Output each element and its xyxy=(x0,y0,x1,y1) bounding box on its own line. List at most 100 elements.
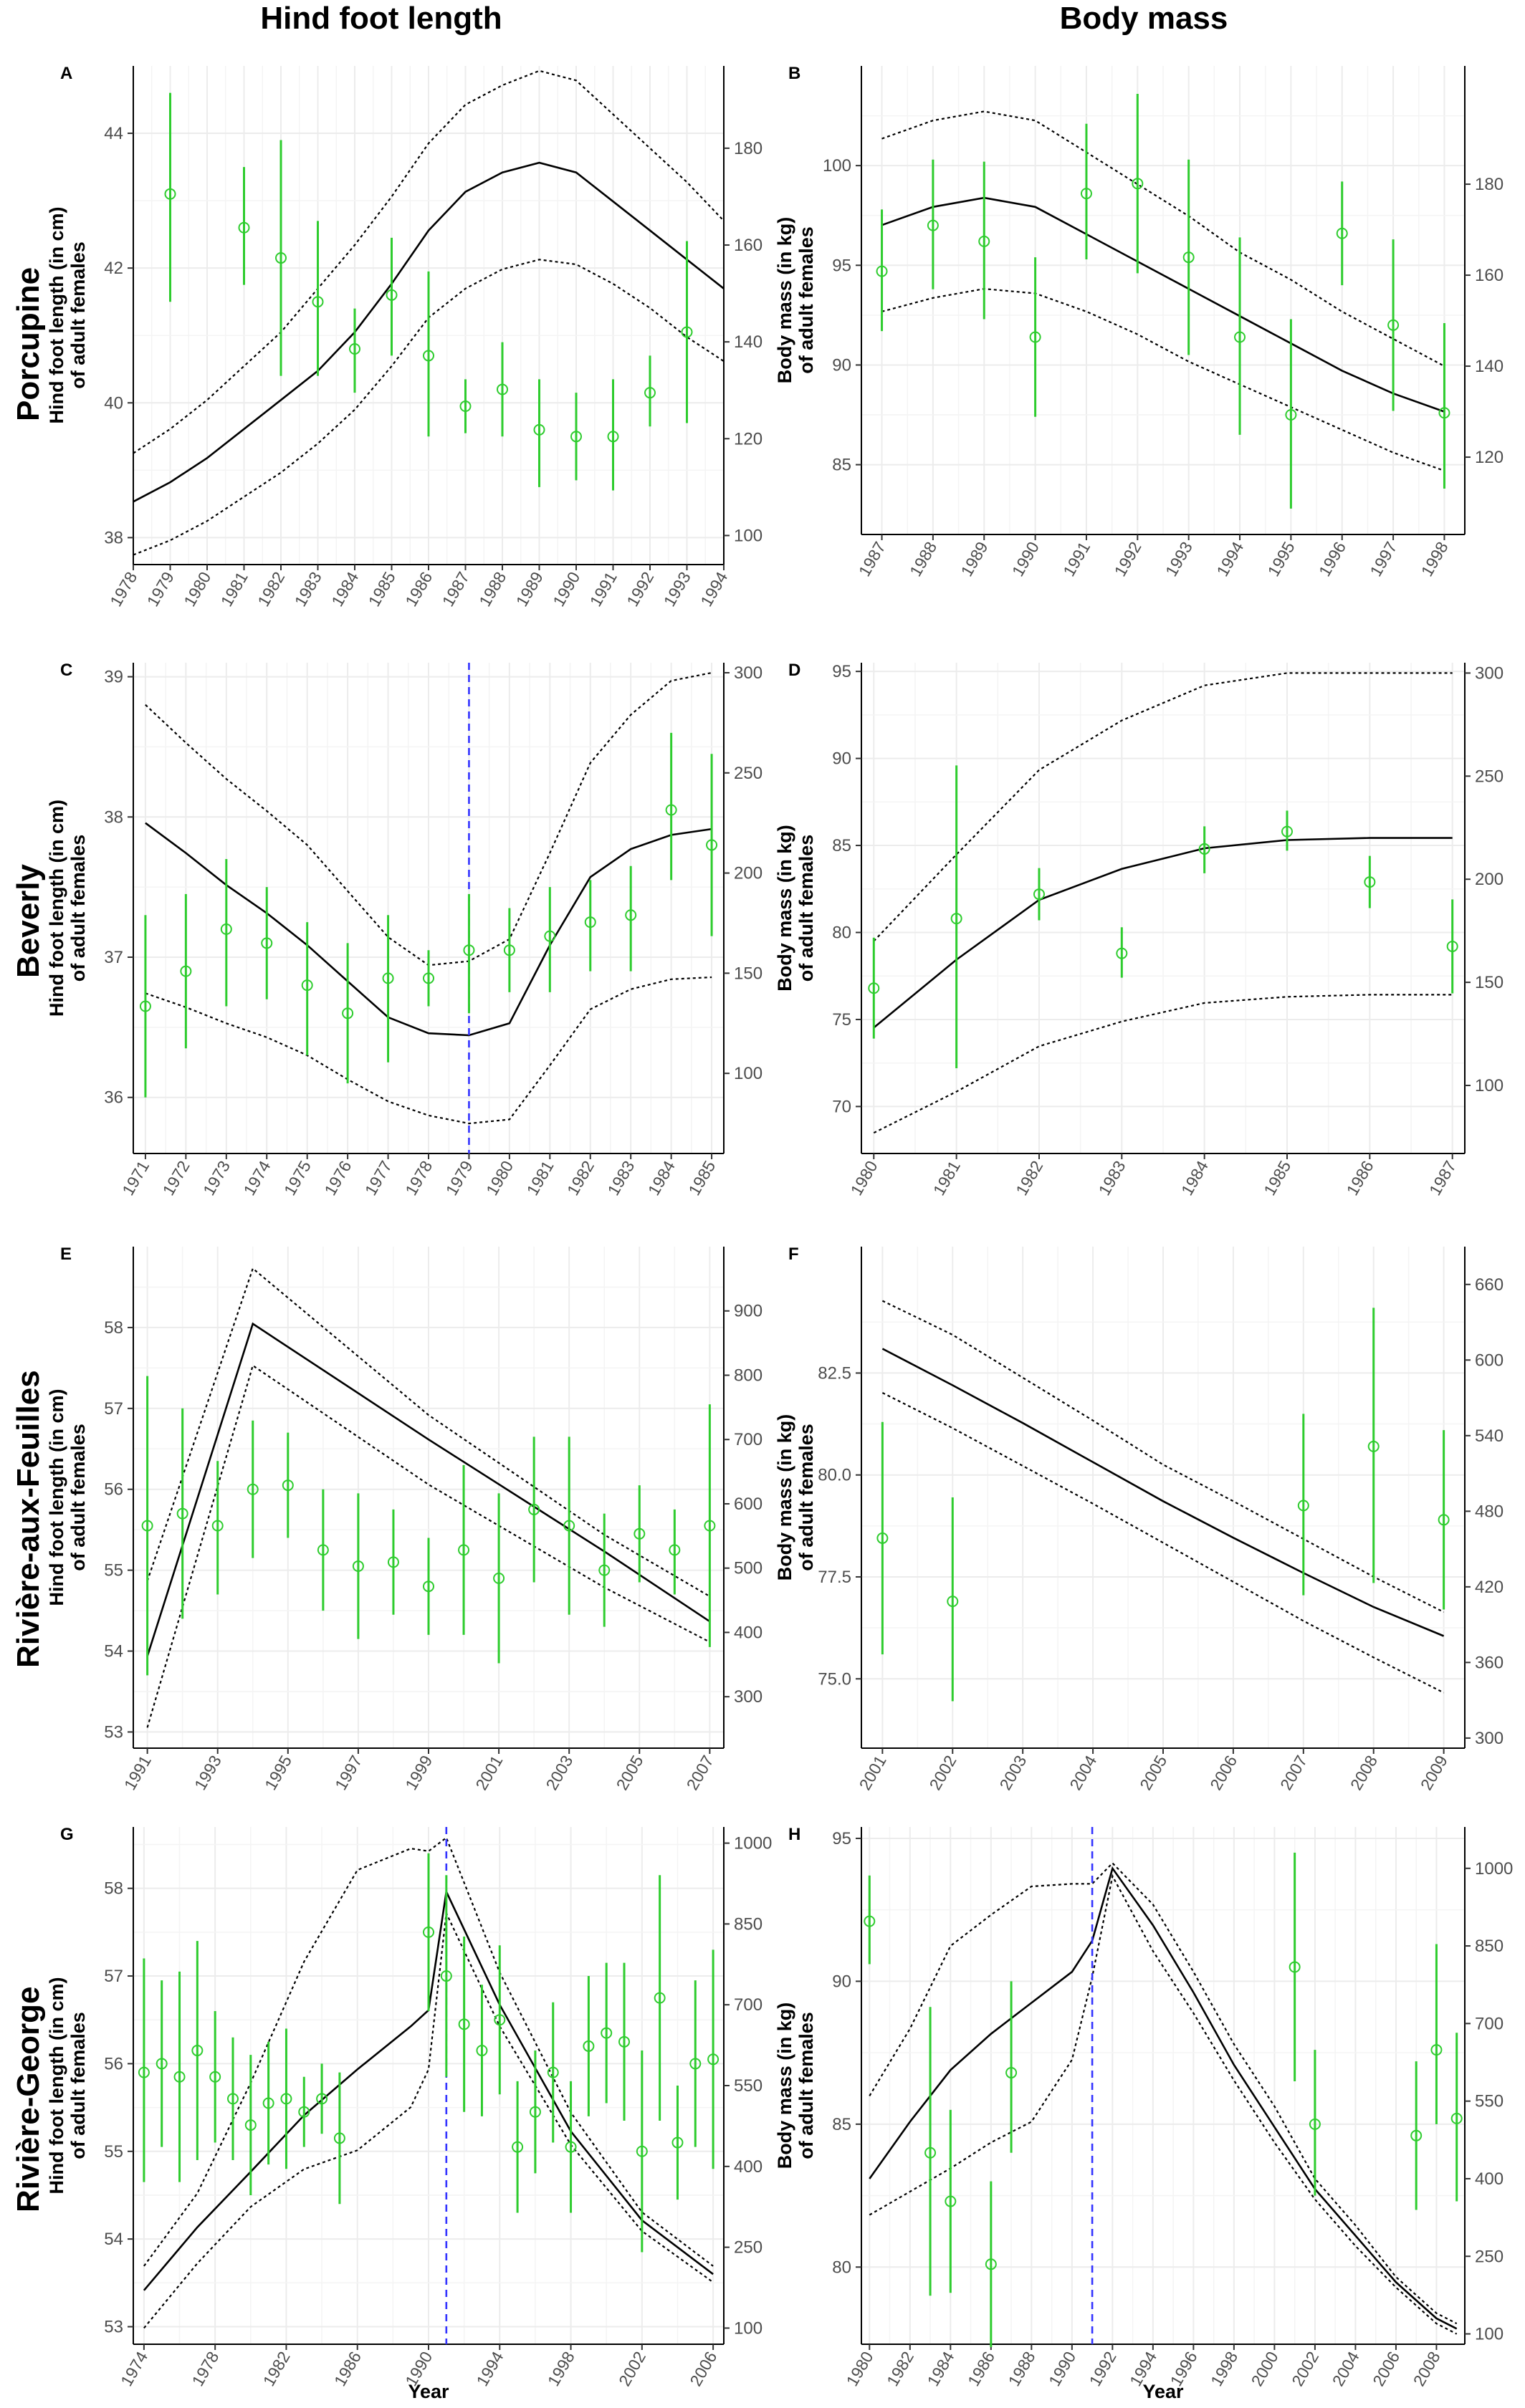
observed-mean-point xyxy=(681,326,693,338)
population-size-line xyxy=(133,161,725,503)
x-tick-label: 1985 xyxy=(684,1158,719,1199)
observed-mean-point xyxy=(176,1507,188,1520)
observed-mean-point xyxy=(1005,2067,1018,2079)
x-tick-label: 2005 xyxy=(1136,1752,1170,1793)
observed-mean-point xyxy=(563,1520,575,1532)
panel-letter: A xyxy=(60,64,72,83)
observed-mean-point xyxy=(382,972,394,984)
x-tick-label: 1980 xyxy=(847,1158,881,1199)
observed-mean-point xyxy=(636,2145,648,2157)
x-tick-label: 1984 xyxy=(328,568,362,609)
observed-mean-point xyxy=(247,1483,259,1495)
y2-tick-label: 300 xyxy=(734,663,762,683)
y-axis-label: Body mass (in kg)of adult females xyxy=(774,825,817,992)
observed-mean-point xyxy=(494,2014,506,2026)
y-tick-label: 36 xyxy=(104,1088,123,1108)
y-axis-label-line: of adult females xyxy=(795,226,817,374)
y-tick-label: 38 xyxy=(104,528,123,547)
observed-mean-point xyxy=(1364,876,1376,888)
y2-tick-label: 180 xyxy=(734,139,762,158)
x-tick-label: 2001 xyxy=(472,1752,506,1793)
x-axis-title-right: Year xyxy=(1142,2381,1184,2402)
y2-tick-label: 1000 xyxy=(734,1834,772,1853)
observed-mean-point xyxy=(704,1520,716,1532)
y-tick-label: 37 xyxy=(104,948,123,967)
observed-mean-point xyxy=(503,944,515,956)
observed-mean-point xyxy=(244,2119,257,2131)
y2-tick-label: 250 xyxy=(734,764,762,783)
x-tick-label: 1983 xyxy=(1095,1158,1129,1199)
y-axis-label-line: Hind foot length (in cm) xyxy=(46,1389,67,1606)
y2-tick-label: 850 xyxy=(1475,1937,1504,1956)
observed-mean-point xyxy=(544,930,556,942)
observed-mean-point xyxy=(665,804,677,816)
population-upper-bound-line xyxy=(869,1861,1458,2325)
observed-mean-point xyxy=(386,289,398,301)
observed-mean-point xyxy=(1289,1961,1301,1973)
observed-mean-point xyxy=(644,387,656,399)
observed-mean-point xyxy=(547,2066,559,2078)
population-lower-bound-line xyxy=(146,1364,710,1728)
y2-tick-label: 600 xyxy=(734,1495,762,1514)
observed-mean-point xyxy=(876,1532,889,1544)
observed-mean-point xyxy=(924,2146,937,2159)
y2-tick-label: 700 xyxy=(734,1430,762,1449)
observed-mean-point xyxy=(211,1520,224,1532)
observed-mean-point xyxy=(864,1915,876,1927)
y-tick-label: 56 xyxy=(104,2054,123,2073)
x-tick-label: 1985 xyxy=(365,569,399,610)
y-tick-label: 80.0 xyxy=(818,1466,851,1485)
observed-mean-point xyxy=(868,982,880,994)
observed-mean-point xyxy=(463,944,475,956)
x-tick-label: 1983 xyxy=(291,569,325,610)
x-tick-label: 1985 xyxy=(1260,1158,1294,1199)
y2-tick-label: 180 xyxy=(1475,175,1504,194)
observed-mean-point xyxy=(298,2106,310,2118)
y2-tick-label: 120 xyxy=(1475,448,1504,467)
y-tick-label: 80 xyxy=(832,2258,851,2277)
population-upper-bound-line xyxy=(873,672,1453,942)
y-axis-label-line: of adult females xyxy=(795,1424,817,1571)
observed-mean-point xyxy=(440,1970,452,1982)
y-axis-label-line: of adult females xyxy=(795,835,817,982)
observed-mean-point xyxy=(876,265,888,277)
observed-mean-point xyxy=(950,913,962,925)
x-tick-label: 1993 xyxy=(1162,539,1196,580)
y-axis-label-line: of adult females xyxy=(67,835,89,982)
observed-mean-point xyxy=(423,1580,434,1593)
y-tick-label: 90 xyxy=(832,355,851,375)
panel-b: 85 90 95 100 120 140 160 180 1987 1988 1989 1990 199… xyxy=(774,64,1504,580)
observed-mean-point xyxy=(301,979,313,992)
population-upper-bound-line xyxy=(881,1300,1445,1613)
observed-mean-point xyxy=(138,2066,150,2078)
population-upper-bound-line xyxy=(133,69,725,454)
panel-letter: D xyxy=(788,661,800,680)
x-tick-label: 1982 xyxy=(563,1158,598,1199)
observed-mean-point xyxy=(312,296,324,308)
population-lower-bound-line xyxy=(145,976,712,1125)
panel-letter: F xyxy=(788,1244,799,1264)
observed-mean-point xyxy=(139,1000,151,1012)
observed-mean-point xyxy=(654,1992,666,2004)
y2-tick-label: 160 xyxy=(1475,266,1504,285)
x-tick-label: 1997 xyxy=(1366,539,1400,580)
observed-mean-point xyxy=(280,2093,292,2105)
observed-mean-point xyxy=(1198,843,1210,855)
x-tick-label: 2006 xyxy=(1206,1752,1240,1793)
observed-mean-point xyxy=(352,1560,364,1572)
x-tick-label: 1986 xyxy=(1343,1158,1377,1199)
y-tick-label: 85 xyxy=(832,456,851,475)
y2-tick-label: 360 xyxy=(1475,1653,1504,1672)
y2-tick-label: 250 xyxy=(1475,767,1504,786)
y-axis-label: Hind foot length (in cm)of adult females xyxy=(46,207,89,424)
y-tick-label: 95 xyxy=(832,256,851,275)
y2-tick-label: 500 xyxy=(734,1559,762,1578)
x-tick-label: 1989 xyxy=(957,539,991,580)
y-axis-label-line: Body mass (in kg) xyxy=(774,1414,795,1581)
observed-mean-point xyxy=(985,2258,997,2270)
y2-tick-label: 100 xyxy=(1475,2325,1504,2344)
x-tick-label: 1974 xyxy=(239,1157,274,1198)
y-axis-label: Body mass (in kg)of adult females xyxy=(774,1414,817,1581)
